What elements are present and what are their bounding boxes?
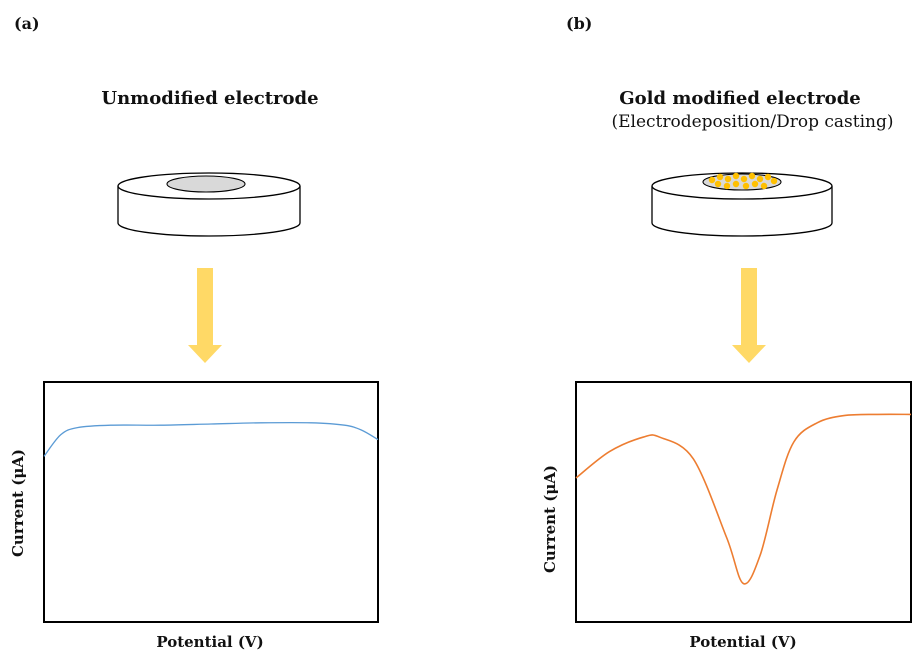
down-arrow-a xyxy=(188,268,222,363)
chart-frame-a xyxy=(43,381,379,623)
chart-b-xlabel: Potential (V) xyxy=(689,633,797,651)
panel-a-title: Unmodified electrode xyxy=(101,88,319,109)
chart-a-series-line xyxy=(43,421,379,457)
chart-a-xlabel: Potential (V) xyxy=(156,633,264,651)
chart-frame-b xyxy=(575,381,912,623)
panel-label-b: (b) xyxy=(566,14,593,33)
panel-b-subtitle: (Electrodeposition/Drop casting) xyxy=(611,112,894,132)
chart-b-series-line xyxy=(575,413,912,585)
gold-modified-electrode xyxy=(651,172,833,237)
chart-b-ylabel: Current (μA) xyxy=(541,464,559,574)
panel-b-title: Gold modified electrode xyxy=(619,88,861,109)
panel-label-a: (a) xyxy=(14,14,40,33)
down-arrow-b xyxy=(732,268,766,363)
electrode-disc xyxy=(166,175,246,193)
gold-nanoparticles xyxy=(708,172,778,190)
unmodified-electrode xyxy=(117,172,301,237)
chart-a-ylabel: Current (μA) xyxy=(9,448,27,558)
